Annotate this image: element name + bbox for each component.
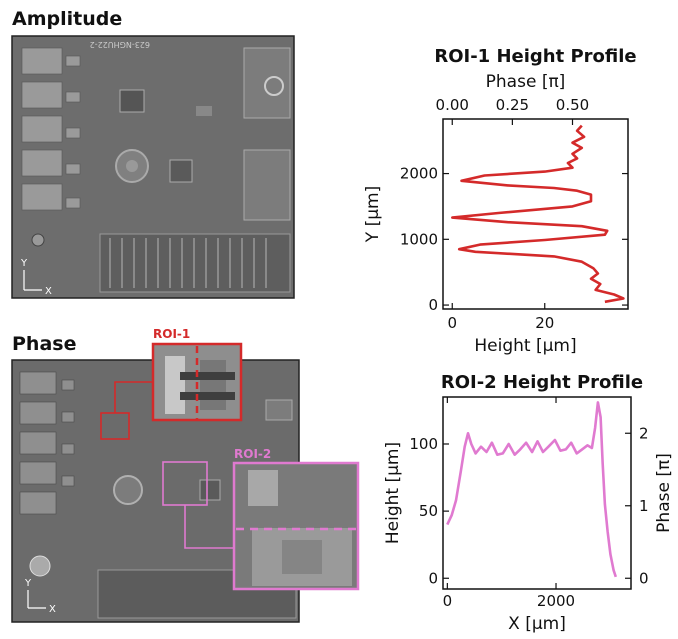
amplitude-axis-glyph (23, 270, 42, 291)
amplitude-image: 623-NGHU22-2 (11, 35, 295, 299)
roi2-y2tick-label: 2 (639, 424, 649, 442)
roi2-height-profile-chart: ROI-2 Height Profile X [µm] Height [µm] Pha… (383, 372, 674, 634)
roi1-xtick-label: 20 (535, 314, 554, 332)
phase-axis-y: Y (24, 578, 32, 589)
roi2-y2tick-label: 0 (639, 569, 649, 587)
roi2-ytick-label: 100 (409, 435, 438, 453)
roi1-inset (151, 342, 243, 422)
roi1-x-axis-label: Height [µm] (474, 336, 576, 356)
roi2-xtick-label: 0 (443, 592, 453, 610)
roi1-x2tick-label: 0.25 (496, 96, 529, 114)
amplitude-axis-y: Y (20, 258, 28, 269)
roi2-inset (232, 461, 360, 591)
roi1-xtick-label: 0 (447, 314, 457, 332)
phase-axis-glyph (27, 590, 46, 609)
roi1-x2tick-label: 0.00 (436, 96, 469, 114)
roi1-marker (100, 381, 153, 440)
phase-title: Phase (12, 333, 77, 355)
roi1-height-profile-chart: ROI-1 Height Profile Phase [π] Height [µm]… (363, 46, 637, 356)
roi1-profile-line (451, 124, 625, 304)
roi1-y-axis-label: Y [µm] (363, 186, 383, 243)
amplitude-chip-text: 623-NGHU22-2 (90, 40, 150, 49)
roi1-plot-frame (442, 118, 629, 310)
roi1-x2tick-label: 0.50 (556, 96, 589, 114)
phase-axis-x: X (49, 604, 56, 615)
roi2-label: ROI-2 (234, 447, 271, 461)
roi2-y-axis-label: Height [µm] (383, 442, 403, 544)
roi2-profile-line (446, 401, 618, 578)
roi1-ytick-label: 1000 (400, 230, 438, 248)
roi2-xtick-label: 2000 (537, 592, 575, 610)
roi1-ytick-label: 2000 (400, 165, 438, 183)
roi2-marker (162, 461, 234, 549)
roi1-chart-title: ROI-1 Height Profile (434, 46, 636, 67)
roi2-y2-axis-label: Phase [π] (654, 453, 674, 533)
roi2-x-axis-label: X [µm] (508, 614, 566, 634)
roi1-top-axis-label: Phase [π] (486, 72, 566, 92)
roi1-ytick-label: 0 (428, 296, 438, 314)
amplitude-axis-x: X (45, 286, 52, 297)
amplitude-title: Amplitude (12, 8, 123, 30)
roi2-plot-frame (442, 396, 632, 590)
roi1-label: ROI-1 (153, 327, 190, 341)
roi2-ytick-label: 0 (428, 569, 438, 587)
roi2-ytick-label: 50 (419, 502, 438, 520)
roi2-chart-title: ROI-2 Height Profile (441, 372, 643, 393)
roi2-y2tick-label: 1 (639, 497, 649, 515)
